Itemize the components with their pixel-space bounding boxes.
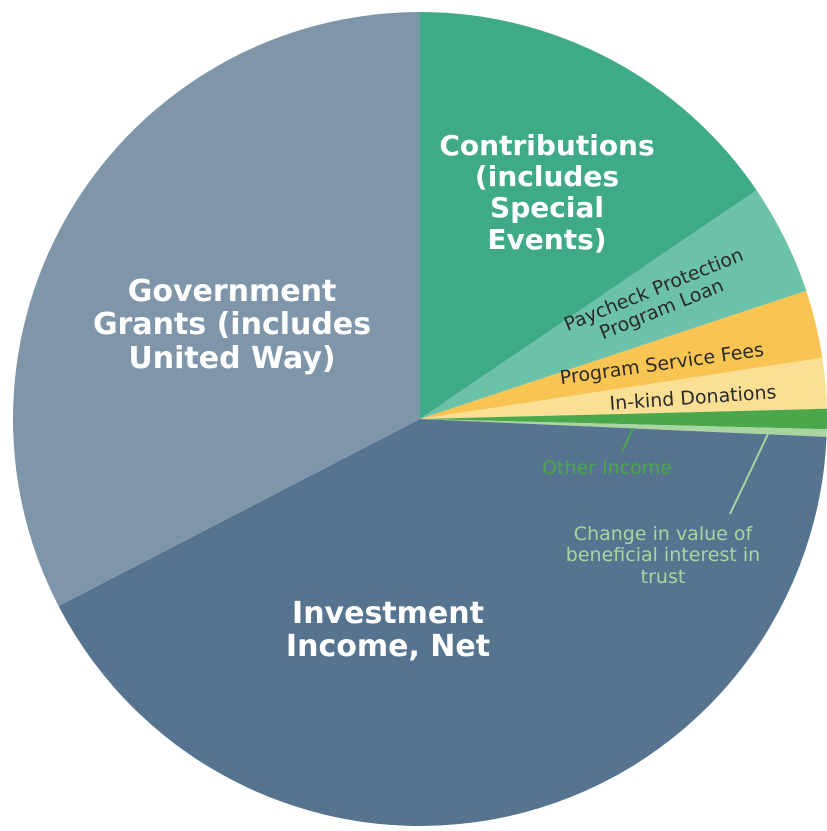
- slice-label: Other Income: [542, 456, 672, 479]
- pie-slice: [58, 419, 827, 827]
- slice-label: Investment Income, Net: [285, 595, 491, 665]
- slice-label: Contributions (includes Special Events): [439, 128, 655, 256]
- pie-slice: [12, 12, 420, 607]
- pie-slice: [420, 357, 827, 419]
- pie-slice: [420, 419, 827, 437]
- leader-line: [729, 433, 769, 515]
- pie-slice: [420, 290, 823, 419]
- slice-label: Change in value of beneficial interest i…: [565, 523, 761, 588]
- pie-slice: [420, 190, 807, 419]
- slice-label: Government Grants (includes United Way): [92, 273, 372, 376]
- pie-slice: [420, 408, 827, 430]
- leader-line: [621, 427, 634, 453]
- pie-slice: [420, 12, 757, 419]
